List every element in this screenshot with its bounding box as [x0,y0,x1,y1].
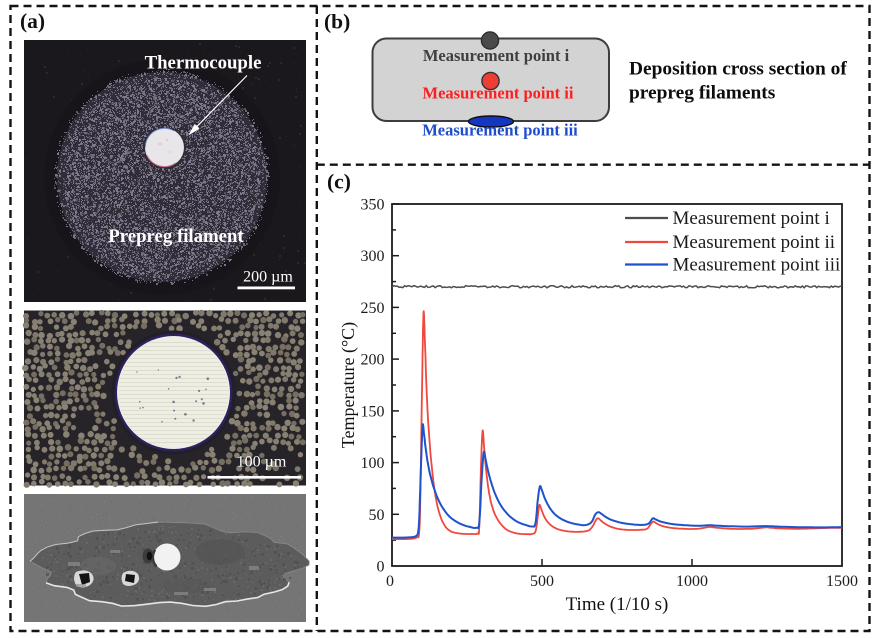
svg-text:200 µm: 200 µm [243,269,293,286]
svg-text:Measurement point ii: Measurement point ii [423,84,574,103]
svg-text:0: 0 [386,573,394,590]
svg-text:Measurement point ii: Measurement point ii [673,232,836,253]
svg-text:Measurement point i: Measurement point i [673,208,830,229]
svg-text:prepreg filaments: prepreg filaments [629,83,776,104]
svg-text:(a): (a) [20,9,45,33]
svg-text:Time (1/10 s): Time (1/10 s) [566,594,669,615]
svg-text:Temperature (°C): Temperature (°C) [338,322,359,448]
svg-text:Deposition cross section of: Deposition cross section of [629,59,847,80]
svg-text:50: 50 [369,507,385,524]
svg-text:300: 300 [361,248,385,265]
svg-text:200: 200 [361,352,385,369]
svg-text:(b): (b) [324,10,350,34]
svg-text:350: 350 [361,197,385,214]
svg-text:Measurement point iii: Measurement point iii [673,255,841,276]
svg-text:1000: 1000 [676,573,708,590]
svg-text:1500: 1500 [826,573,858,590]
svg-text:100 µm: 100 µm [237,454,287,471]
svg-text:150: 150 [361,403,385,420]
svg-text:0: 0 [377,559,385,576]
svg-text:Thermocouple: Thermocouple [145,53,262,74]
svg-text:(c): (c) [327,170,351,194]
svg-text:Measurement point iii: Measurement point iii [422,121,578,140]
svg-text:Measurement point i: Measurement point i [423,46,570,65]
svg-text:250: 250 [361,300,385,317]
svg-text:100: 100 [361,455,385,472]
svg-text:Prepreg filament: Prepreg filament [108,226,244,247]
svg-text:500: 500 [530,573,554,590]
